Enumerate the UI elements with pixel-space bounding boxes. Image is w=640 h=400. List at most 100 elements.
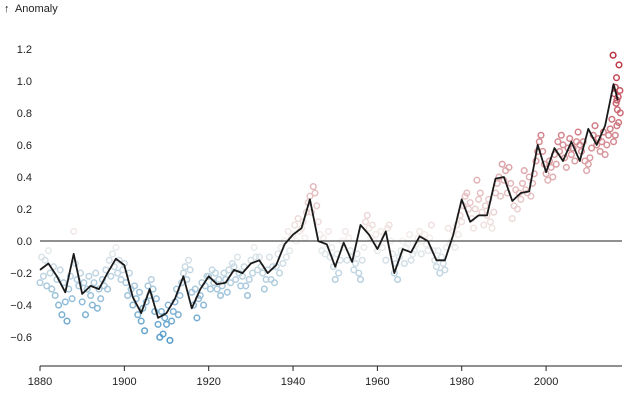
anomaly-point — [473, 176, 481, 184]
anomaly-point — [294, 215, 302, 223]
anomaly-point — [56, 266, 64, 274]
anomaly-point — [309, 183, 317, 191]
anomaly-point — [105, 256, 113, 264]
anomaly-point — [135, 288, 144, 296]
anomaly-point — [508, 215, 516, 223]
anomaly-point — [466, 199, 474, 207]
anomaly-point — [350, 266, 358, 274]
anomaly-point — [444, 224, 452, 232]
anomaly-point — [368, 221, 376, 229]
anomaly-point — [70, 227, 78, 235]
anomaly-point — [249, 269, 257, 277]
anomaly-point — [566, 134, 574, 143]
x-tick-label: 1940 — [281, 376, 305, 388]
anomaly-point — [613, 106, 621, 114]
anomaly-point — [48, 285, 56, 293]
anomaly-point — [314, 218, 322, 226]
anomaly-point — [242, 282, 250, 290]
anomaly-point — [176, 291, 184, 300]
anomaly-point — [488, 224, 496, 232]
y-tick-label: −0.4 — [10, 300, 32, 312]
anomaly-point — [345, 234, 353, 242]
anomaly-point — [75, 282, 83, 290]
anomaly-point — [604, 131, 613, 139]
x-tick-label: 1880 — [28, 376, 52, 388]
anomaly-point — [609, 51, 617, 59]
anomaly-point — [117, 275, 125, 284]
anomaly-point — [129, 301, 137, 309]
anomaly-point — [250, 243, 258, 252]
anomaly-point — [260, 285, 268, 293]
anomaly-point — [496, 192, 505, 200]
y-axis-title-text: Anomaly — [15, 3, 58, 15]
anomaly-point — [279, 259, 287, 268]
anomaly-point — [362, 218, 370, 226]
anomaly-point — [471, 205, 479, 213]
anomaly-point — [427, 221, 435, 229]
anomaly-point — [284, 227, 292, 235]
anomaly-point — [63, 317, 71, 325]
anomaly-point — [115, 256, 123, 264]
anomaly-point — [480, 221, 488, 229]
anomaly-point — [591, 122, 599, 130]
anomaly-point — [432, 263, 440, 271]
anomaly-point — [223, 288, 231, 296]
anomaly-point — [95, 285, 103, 293]
anomaly-point — [270, 279, 279, 287]
anomaly-point — [615, 118, 623, 127]
anomaly-point — [168, 317, 176, 325]
anomaly-point — [159, 330, 167, 338]
anomaly-point — [324, 227, 333, 235]
anomaly-point — [291, 221, 299, 229]
anomaly-point — [615, 61, 623, 69]
anomaly-point — [311, 189, 319, 197]
anomaly-point — [439, 259, 447, 268]
y-tick-label: 0.6 — [17, 140, 32, 152]
anomaly-point — [426, 234, 434, 242]
x-tick-label: 1900 — [112, 376, 136, 388]
anomaly-point — [78, 298, 86, 306]
anomaly-point — [134, 311, 142, 319]
anomaly-point — [46, 269, 54, 277]
anomaly-point — [571, 157, 579, 165]
anomaly-point — [583, 167, 591, 175]
anomaly-point — [517, 195, 525, 203]
anomaly-point — [301, 234, 309, 242]
anomaly-point — [586, 154, 594, 162]
x-axis: 1880 1900 1920 1940 1960 1980 2000 — [28, 365, 622, 388]
anomaly-point — [554, 138, 562, 146]
anomaly-point — [382, 256, 390, 264]
y-tick-label: −0.6 — [10, 332, 32, 344]
anomaly-point — [437, 253, 446, 261]
anomaly-point — [394, 275, 402, 284]
anomaly-point — [252, 253, 260, 261]
anomaly-point — [372, 231, 380, 239]
anomaly-point — [92, 269, 100, 277]
anomaly-point — [562, 163, 570, 171]
anomaly-point — [282, 253, 290, 261]
anomaly-point — [400, 259, 408, 268]
anomaly-point — [535, 138, 543, 146]
anomaly-point — [154, 320, 162, 328]
anomaly-point — [108, 250, 117, 258]
anomaly-point — [610, 138, 618, 146]
anomaly-point — [83, 285, 91, 293]
anomaly-point — [130, 282, 139, 290]
anomaly-point — [520, 167, 528, 175]
anomaly-point — [88, 301, 96, 309]
anomaly-point — [139, 304, 147, 312]
anomaly-point — [612, 74, 621, 82]
anomaly-point — [215, 275, 223, 284]
anomaly-point — [211, 269, 219, 277]
anomaly-point — [179, 269, 187, 277]
x-tick-label: 1960 — [365, 376, 389, 388]
anomaly-point — [358, 256, 366, 264]
anomaly-point — [319, 234, 327, 242]
anomaly-point — [107, 272, 115, 280]
anomaly-point — [162, 320, 171, 328]
up-arrow-icon: ↑ — [4, 3, 10, 15]
anomaly-point — [259, 269, 267, 277]
anomaly-point — [181, 263, 189, 271]
anomaly-point — [612, 99, 620, 107]
